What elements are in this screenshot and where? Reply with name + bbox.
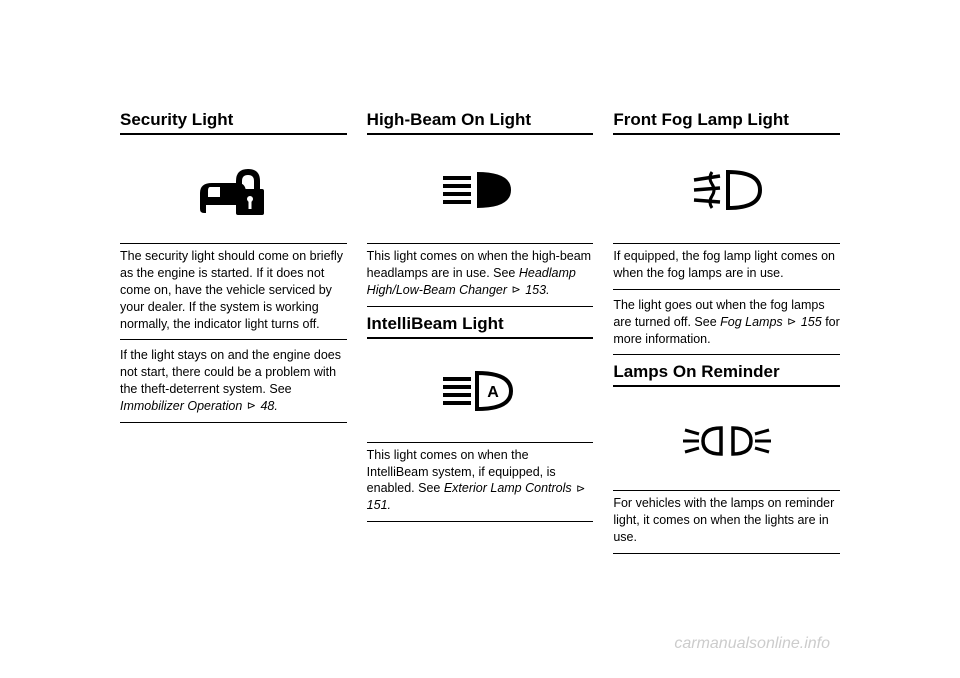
high-beam-icon <box>435 166 525 216</box>
page-columns: Security Light The security light should… <box>120 110 840 561</box>
security-light-icon <box>188 161 278 221</box>
security-light-para1: The security light should come on briefl… <box>120 248 347 340</box>
fog-lamp-heading: Front Fog Lamp Light <box>613 110 840 135</box>
lamps-reminder-heading: Lamps On Reminder <box>613 362 840 387</box>
ref-link: Fog Lamps <box>720 315 783 329</box>
intellibeam-para: This light comes on when the IntelliBeam… <box>367 447 594 523</box>
ref-page: 155 <box>797 315 821 329</box>
watermark: carmanualsonline.info <box>674 635 830 653</box>
ref-page: 48. <box>257 399 278 413</box>
ref-icon: ⊳ <box>787 315 796 330</box>
intellibeam-icon-box: A <box>367 343 594 443</box>
high-beam-para: This light comes on when the high-beam h… <box>367 248 594 307</box>
ref-page: 153. <box>522 283 550 297</box>
fog-lamp-icon-box <box>613 139 840 244</box>
ref-page: 151. <box>367 498 391 512</box>
fog-lamp-para2: The light goes out when the fog lamps ar… <box>613 297 840 356</box>
svg-text:A: A <box>487 384 499 401</box>
column-3: Front Fog Lamp Light If equipped, the fo… <box>613 110 840 561</box>
column-2: High-Beam On Light This light comes on w… <box>367 110 594 561</box>
ref-link: Immobilizer Operation <box>120 399 242 413</box>
lamps-reminder-icon-box <box>613 391 840 491</box>
security-light-heading: Security Light <box>120 110 347 135</box>
high-beam-icon-box <box>367 139 594 244</box>
para-text: If the light stays on and the engine doe… <box>120 348 341 396</box>
high-beam-heading: High-Beam On Light <box>367 110 594 135</box>
column-1: Security Light The security light should… <box>120 110 347 561</box>
ref-icon: ⊳ <box>576 482 585 497</box>
lamps-reminder-icon <box>677 416 777 466</box>
fog-lamp-icon <box>682 166 772 216</box>
ref-icon: ⊳ <box>247 399 256 414</box>
fog-lamp-para1: If equipped, the fog lamp light comes on… <box>613 248 840 290</box>
ref-icon: ⊳ <box>512 283 521 298</box>
security-light-para2: If the light stays on and the engine doe… <box>120 347 347 423</box>
intellibeam-heading: IntelliBeam Light <box>367 314 594 339</box>
lamps-reminder-para: For vehicles with the lamps on reminder … <box>613 495 840 554</box>
ref-link: Exterior Lamp Controls <box>444 481 572 495</box>
security-light-icon-box <box>120 139 347 244</box>
intellibeam-icon: A <box>435 367 525 417</box>
